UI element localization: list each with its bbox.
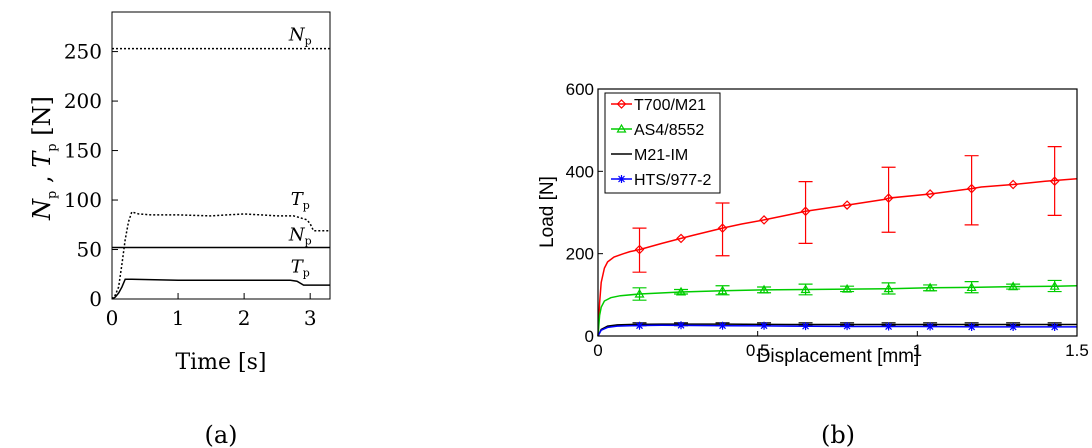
panel-a-series-line-4 [111,278,330,300]
panel-a-y-tick-label: 0 [89,287,102,311]
panel-a-x-tick-label: 2 [238,306,251,330]
panel-b-data-marker [675,286,687,296]
panel-a-line-label: Np [288,225,312,248]
panel-b-data-marker [925,282,936,292]
panel-b-ticks: 0 0.5 1 1.5 0 200 400 600 [566,80,1089,360]
panel-a-ticks: 0 1 2 3 0 50 100 150 200 250 [64,40,317,330]
panel-b-error-bar [632,227,647,273]
panel-b-y-tick-label: 0 [585,327,594,346]
panel-b-data-marker [842,283,853,293]
panel-b-y-tick-label: 600 [566,80,594,99]
legend-entry: AS4/8552 [611,122,704,139]
panel-a-y-axis-label: Np , Tp [N] [28,96,60,221]
panel-b-series [597,146,1078,337]
panel-b-series-line [597,324,1077,337]
panel-b-x-axis-label: Displacement [mm] [757,346,920,367]
panel-a-annotations: Np Tp Np Tp [288,25,312,280]
panel-b-series-line [597,177,1078,337]
legend-label: M21-IM [634,147,688,164]
panel-b-data-marker [925,189,935,199]
panel-b-data-marker [760,321,769,330]
panel-a-x-axis-label: Time [s] [175,350,266,375]
panel-b-data-marker [801,322,810,331]
panel-a-y-tick-label: 250 [64,40,102,64]
legend-label: AS4/8552 [634,122,704,139]
panel-a-line-label: Tp [291,256,310,279]
panel-a-y-tick-label: 50 [77,238,102,262]
legend-marker [617,175,626,183]
panel-b-data-marker [1050,322,1059,331]
panel-b-data-marker [1008,179,1018,190]
panel-a-y-tick-label: 100 [64,188,102,212]
panel-b-series-4 [597,321,1077,337]
panel-b-error-bar [881,166,896,233]
panel-a-caption: (a) [204,421,237,448]
panel-b-error-bar [674,288,689,295]
panel-a-y-tick-label: 200 [64,89,102,113]
panel-a-x-tick-label: 1 [172,306,185,330]
panel-b-y-axis-label: Load [N] [537,176,558,248]
panel-b-legend: T700/M21 AS4/8552 M21-IM HTS/977-2 [604,92,721,194]
panel-a-plot-frame [111,11,331,300]
panel-b-data-marker [883,193,894,203]
panel-b-data-marker [634,288,645,298]
panel-b-data-marker [1049,280,1060,290]
panel-b-data-marker [966,282,977,292]
legend-entry: M21-IM [611,147,688,164]
panel-b-caption: (b) [821,421,855,448]
panel-a-series-line-2 [111,210,330,300]
legend-entry: T700/M21 [611,97,706,114]
panel-b-data-marker [759,284,770,294]
panel-b-data-marker [884,322,893,331]
panel-a-x-tick-label: 0 [106,306,119,330]
legend-label: T700/M21 [634,97,706,114]
panel-b-x-tick-label: 0 [593,341,602,360]
panel-b-data-marker [800,284,811,294]
panel-b-series-line [597,323,1077,337]
panel-b-y-tick-label: 400 [566,162,594,181]
panel-b-data-marker [718,321,727,330]
panel-b-error-bar [715,202,730,257]
panel-b-data-marker [1049,176,1060,187]
panel-a-y-tick-label: 150 [64,139,102,163]
panel-b-data-marker [717,285,728,295]
panel-b-series-1 [597,146,1078,337]
panel-b-data-marker [800,206,811,217]
panel-a-series [111,47,330,300]
panel-b-x-tick-label: 0.5 [746,341,770,360]
legend-marker [616,123,627,133]
panel-b-plot-frame [597,88,1078,337]
panel-a-x-tick-label: 3 [304,306,317,330]
panel-b-data-marker [759,215,769,225]
panel-b-error-bar [798,181,813,244]
legend-entry: HTS/977-2 [611,172,711,189]
panel-b-data-marker [677,321,686,330]
panel-b-data-marker [717,223,728,233]
panel-b-data-marker [1009,322,1018,331]
panel-a-line-label: Np [288,25,312,48]
panel-b-data-marker [1008,281,1019,291]
panel-b-data-marker [635,321,644,330]
panel-b-data-marker [676,233,686,244]
panel-b-data-marker [926,322,935,331]
panel-a-line-label: Tp [291,189,310,212]
panel-b-error-bar [1047,146,1062,216]
panel-b-data-marker [842,200,852,210]
panel-b-y-tick-label: 200 [566,245,594,264]
panel-b-data-marker [966,183,977,194]
panel-b-error-bar [964,155,979,226]
panel-b-load-chart: 0 0.5 1 1.5 0 200 400 600 T700/M21 AS4/8552 M21-I… [537,80,1089,448]
legend-label: HTS/977-2 [634,172,711,189]
panel-b-data-marker [634,244,645,255]
panel-a-time-chart: 0 1 2 3 0 50 100 150 200 250 Np Tp Np Tp Time [s] Np… [28,11,331,448]
panel-b-data-marker [843,322,852,331]
panel-b-series-line [597,285,1078,337]
panel-b-x-tick-label: 1 [913,341,922,360]
panel-b-data-marker [883,283,894,293]
panel-b-data-marker [967,322,976,331]
panel-b-x-tick-label: 1.5 [1065,341,1089,360]
panel-b-series-2 [597,279,1078,337]
legend-marker [616,99,627,109]
